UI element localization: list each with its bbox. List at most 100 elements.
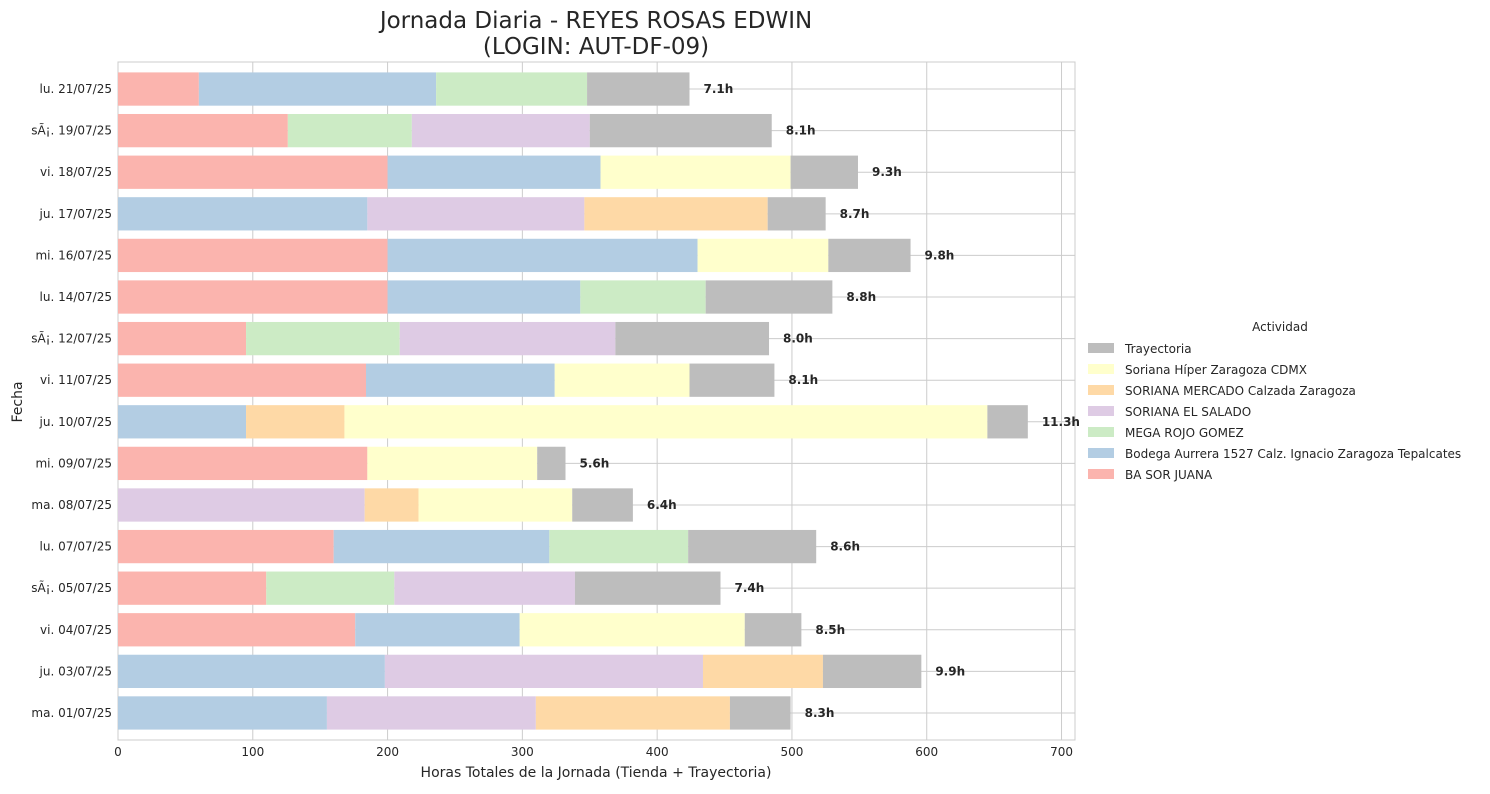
- x-tick-label: 0: [114, 745, 122, 759]
- bar-segment: [326, 696, 536, 730]
- bar-total-label: 7.4h: [735, 581, 765, 595]
- bar-segment: [118, 72, 199, 106]
- bar-total-label: 8.0h: [783, 332, 813, 346]
- bar-segment: [702, 654, 823, 689]
- bar-segment: [436, 72, 588, 106]
- bar-segment: [118, 321, 247, 356]
- bar-segment: [118, 197, 368, 231]
- y-tick-label: vi. 04/07/25: [40, 623, 112, 637]
- bar-segment: [574, 571, 721, 605]
- bar-segment: [399, 321, 616, 356]
- chart-title-line: Jornada Diaria - REYES ROSAS EDWIN: [378, 8, 812, 34]
- y-tick-label: lu. 07/07/25: [40, 540, 112, 554]
- y-axis-label: Fecha: [10, 381, 26, 422]
- bar-total-label: 8.3h: [805, 706, 835, 720]
- x-tick-label: 500: [780, 745, 803, 759]
- x-tick-label: 200: [376, 745, 399, 759]
- bar-segment: [519, 613, 745, 647]
- bars: [118, 72, 1028, 730]
- bar-total-label: 6.4h: [647, 498, 677, 512]
- bar-total-label: 11.3h: [1042, 415, 1080, 429]
- bar-segment: [118, 696, 327, 730]
- bar-segment: [587, 72, 690, 106]
- bar-segment: [287, 113, 412, 148]
- bar-total-label: 8.8h: [846, 290, 876, 304]
- bar-segment: [344, 405, 988, 439]
- y-tick-label: sÃ¡. 12/07/25: [31, 331, 112, 346]
- y-tick-label: ju. 03/07/25: [39, 664, 112, 678]
- bar-segment: [118, 571, 267, 605]
- legend-title: Actividad: [1252, 320, 1308, 334]
- bar-total-label: 5.6h: [579, 456, 609, 470]
- y-tick-label: ju. 17/07/25: [39, 207, 112, 221]
- bar-segment: [689, 363, 775, 397]
- bar-segment: [366, 363, 555, 397]
- bar-total-label: 9.3h: [872, 165, 902, 179]
- bar-segment: [387, 280, 581, 314]
- y-tick-label: ma. 01/07/25: [31, 706, 112, 720]
- bar-total-label: 7.1h: [704, 82, 734, 96]
- legend-label: Soriana Híper Zaragoza CDMX: [1125, 363, 1307, 377]
- y-tick-label: sÃ¡. 05/07/25: [31, 580, 112, 595]
- bar-segment: [384, 654, 703, 689]
- bar-segment: [198, 72, 437, 106]
- legend-label: Bodega Aurrera 1527 Calz. Ignacio Zarago…: [1125, 447, 1461, 461]
- bar-segment: [246, 405, 345, 439]
- x-tick-label: 700: [1050, 745, 1073, 759]
- bar-segment: [118, 488, 365, 522]
- legend-label: Trayectoria: [1124, 342, 1192, 356]
- bar-segment: [828, 238, 911, 273]
- bar-segment: [118, 613, 356, 647]
- bar-segment: [266, 571, 395, 605]
- bar-segment: [987, 405, 1028, 439]
- bar-total-label: 8.6h: [830, 540, 860, 554]
- x-tick-label: 600: [915, 745, 938, 759]
- legend-swatch: [1088, 406, 1114, 416]
- bar-segment: [600, 155, 791, 189]
- bar-segment: [697, 238, 829, 273]
- x-tick-label: 400: [646, 745, 669, 759]
- bar-segment: [367, 197, 585, 231]
- bar-segment: [705, 280, 833, 314]
- y-tick-labels: lu. 21/07/25 sÃ¡. 19/07/25 vi. 18/07/25 ju.…: [31, 82, 112, 720]
- bar-segment: [729, 696, 791, 730]
- bar-segment: [580, 280, 706, 314]
- bar-segment: [572, 488, 633, 522]
- bar-total-label: 8.7h: [840, 207, 870, 221]
- y-tick-label: sÃ¡. 19/07/25: [31, 123, 112, 138]
- x-tick-label: 300: [511, 745, 534, 759]
- legend-swatch: [1088, 364, 1114, 374]
- legend: Actividad Trayectoria Soriana Híper Zarag…: [1088, 320, 1461, 482]
- y-tick-label: ma. 08/07/25: [31, 498, 112, 512]
- bar-segment: [118, 238, 388, 273]
- bar-segment: [118, 280, 388, 314]
- bar-segment: [246, 321, 400, 356]
- legend-swatch: [1088, 343, 1114, 353]
- bar-segment: [118, 363, 367, 397]
- bar-segment: [118, 446, 368, 481]
- bar-segment: [118, 529, 334, 564]
- bar-segment: [418, 488, 573, 522]
- bar-segment: [355, 613, 520, 647]
- bar-segment: [367, 446, 538, 481]
- total-labels: 7.1h 8.1h 9.3h 8.7h 9.8h 8.8h 8.0h 8.1h 11.3h 5.6…: [579, 82, 1079, 720]
- bar-segment: [589, 113, 772, 148]
- legend-swatch: [1088, 469, 1114, 479]
- bar-segment: [688, 529, 817, 564]
- bar-segment: [118, 405, 247, 439]
- bar-segment: [535, 696, 730, 730]
- y-tick-label: vi. 18/07/25: [40, 165, 112, 179]
- legend-swatch: [1088, 427, 1114, 437]
- y-tick-label: lu. 21/07/25: [40, 82, 112, 96]
- x-axis-label: Horas Totales de la Jornada (Tienda + Tr…: [421, 765, 772, 781]
- y-tick-label: lu. 14/07/25: [40, 290, 112, 304]
- bar-segment: [333, 529, 550, 564]
- legend-label: MEGA ROJO GOMEZ: [1125, 426, 1244, 440]
- x-tick-label: 100: [241, 745, 264, 759]
- bar-segment: [387, 238, 698, 273]
- bar-total-label: 8.1h: [786, 124, 816, 138]
- bar-segment: [118, 654, 385, 689]
- bar-segment: [394, 571, 575, 605]
